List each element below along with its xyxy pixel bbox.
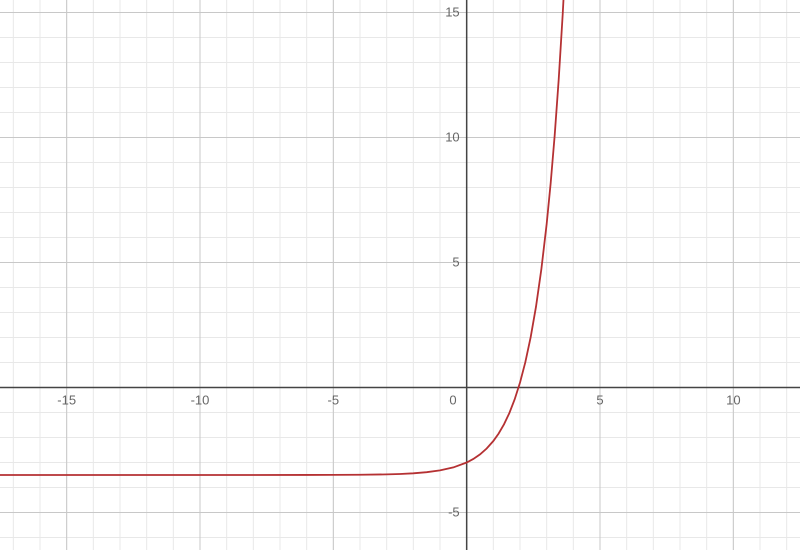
x-tick-label: 5 bbox=[596, 393, 603, 408]
x-tick-label: -15 bbox=[57, 393, 76, 408]
y-tick-label: 5 bbox=[452, 255, 459, 270]
y-tick-label: 10 bbox=[445, 130, 459, 145]
y-tick-label: -5 bbox=[448, 505, 460, 520]
x-tick-label: -5 bbox=[328, 393, 340, 408]
exponential-chart: -15 -10 -5 0 5 10 -5 5 10 15 bbox=[0, 0, 800, 550]
x-tick-label: 10 bbox=[726, 393, 740, 408]
y-tick-label: 15 bbox=[445, 5, 459, 20]
chart-container: -15 -10 -5 0 5 10 -5 5 10 15 bbox=[0, 0, 800, 550]
x-tick-label: -10 bbox=[191, 393, 210, 408]
x-tick-label: 0 bbox=[449, 393, 456, 408]
